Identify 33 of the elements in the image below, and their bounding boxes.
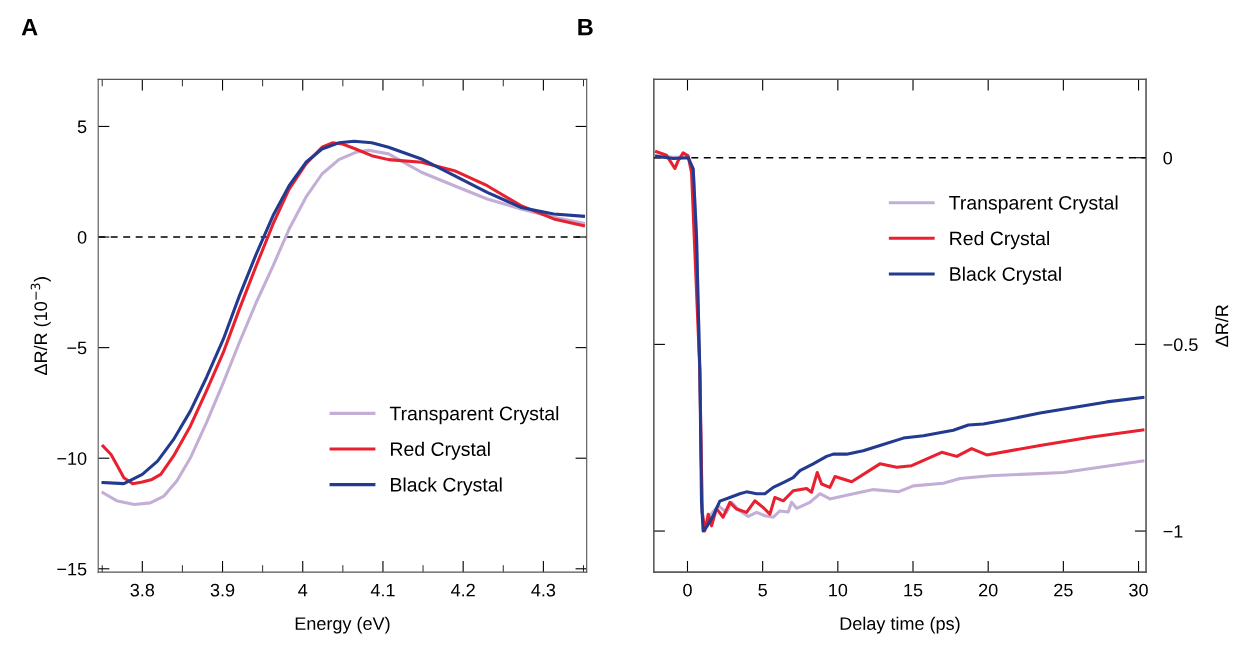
x-tick-label: 4.1 bbox=[370, 583, 395, 597]
y-tick-label: −15 bbox=[57, 562, 87, 576]
y2-tick-label: −1 bbox=[1163, 525, 1183, 538]
x-axis-title: Energy (eV) bbox=[295, 616, 390, 634]
text: A bbox=[21, 18, 38, 36]
x-tick-label: 0 bbox=[683, 583, 692, 597]
x-tick-label: 20 bbox=[979, 583, 998, 597]
y2-tick-label: −0.5 bbox=[1163, 338, 1198, 352]
x-tick-label: 15 bbox=[904, 583, 923, 597]
x-tick-label: 3.8 bbox=[130, 583, 155, 597]
legend-label: Transparent Crystal bbox=[389, 406, 559, 425]
legend-label: Black Crystal bbox=[950, 266, 1061, 285]
y2-axis-title: ΔR/R bbox=[1215, 304, 1229, 347]
x-tick-label: 10 bbox=[829, 583, 848, 597]
y-axis-title: ΔR/R (10$^{−3}$) bbox=[30, 277, 51, 376]
x-tick-label: 3.9 bbox=[210, 583, 235, 597]
y-tick-label: −10 bbox=[57, 452, 87, 465]
x-tick-label: 4 bbox=[298, 583, 308, 597]
y-tick-label: 0 bbox=[77, 230, 87, 244]
legend-label: Black Crystal bbox=[391, 477, 502, 496]
legend-label: Transparent Crystal bbox=[949, 195, 1118, 214]
text: B bbox=[578, 18, 593, 36]
y-tick-label: −5 bbox=[67, 341, 87, 355]
x-axis-title: Delay time (ps) bbox=[840, 616, 960, 634]
x-tick-label: 4.2 bbox=[451, 583, 475, 597]
x-tick-label: 4.3 bbox=[531, 583, 556, 597]
x-tick-label: 5 bbox=[758, 583, 767, 597]
x-tick-label: 25 bbox=[1054, 583, 1073, 597]
legend-label: Red Crystal bbox=[391, 441, 490, 460]
x-tick-label: 30 bbox=[1129, 583, 1148, 597]
legend-label: Red Crystal bbox=[950, 231, 1049, 250]
y-tick-label: 5 bbox=[77, 120, 87, 134]
y2-tick-label: 0 bbox=[1163, 151, 1173, 165]
